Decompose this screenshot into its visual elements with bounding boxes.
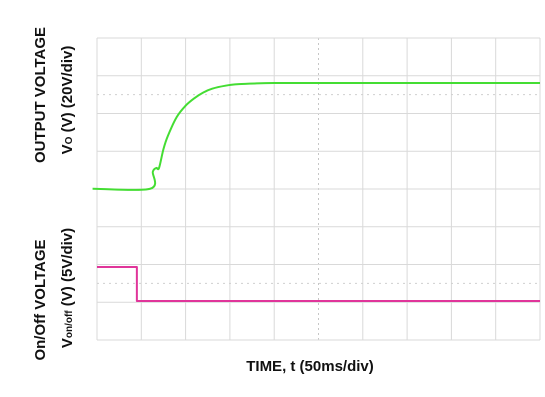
von-subscript: on/off [64,310,75,338]
time-axis-label: TIME, t (50ms/div) [246,358,374,375]
onoff-voltage-axis-label: On/Off VOLTAGE [32,239,49,360]
output-voltage-axis-label: OUTPUT VOLTAGE [32,27,49,163]
vo-scale: (V) (20V/div) [59,46,76,137]
von-symbol: V [59,338,76,348]
von-scale: (V) (5V/div) [59,228,76,311]
vo-symbol: V [59,144,76,154]
